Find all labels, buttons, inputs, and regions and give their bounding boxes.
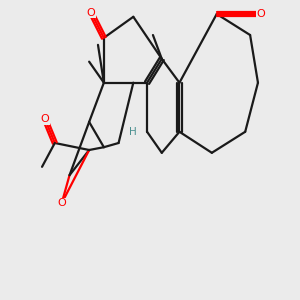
Text: O: O (256, 9, 265, 19)
Text: H: H (129, 127, 137, 137)
Text: O: O (40, 114, 50, 124)
Text: O: O (57, 198, 66, 208)
Text: O: O (87, 8, 95, 18)
